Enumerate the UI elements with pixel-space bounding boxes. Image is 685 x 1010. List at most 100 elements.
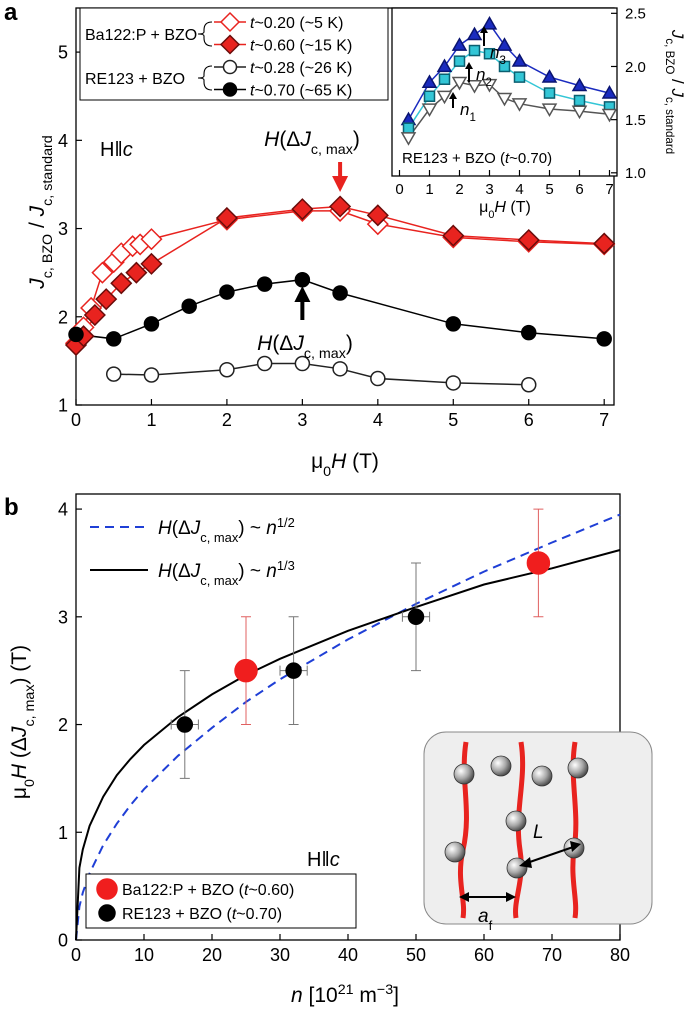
marker xyxy=(68,326,84,343)
x-tick-label: 4 xyxy=(373,410,383,430)
defect xyxy=(567,757,589,779)
marker xyxy=(451,76,468,91)
marker xyxy=(481,78,498,93)
marker xyxy=(466,26,483,41)
legend-brace xyxy=(197,65,213,91)
text-part: Ba122:P + BZO ( xyxy=(122,882,245,899)
marker xyxy=(423,90,436,103)
x-tick-label: 60 xyxy=(474,945,494,965)
legend-marker xyxy=(98,904,116,922)
marker xyxy=(421,103,438,118)
marker xyxy=(332,361,348,377)
marker xyxy=(407,608,425,626)
text-part: ~0.70) xyxy=(509,150,552,167)
marker xyxy=(520,324,537,341)
text-part: ) xyxy=(346,332,353,355)
marker xyxy=(451,37,468,51)
marker xyxy=(466,79,483,94)
panel-label: b xyxy=(4,494,19,521)
x-tick-label: 1 xyxy=(146,410,156,430)
annotation: H‖c xyxy=(307,849,340,871)
text-part: 21 xyxy=(338,982,354,998)
distance-arrow xyxy=(523,845,577,865)
text-part: J xyxy=(8,726,31,738)
marker xyxy=(511,98,528,112)
text-part: H xyxy=(100,139,114,161)
text-part: H xyxy=(264,128,280,151)
marker xyxy=(571,77,588,92)
text-part: J xyxy=(26,205,49,217)
text-part: J xyxy=(190,561,201,582)
series-line xyxy=(113,362,529,386)
flux-line xyxy=(513,741,526,919)
text-part: m xyxy=(354,984,377,1007)
y-tick-label: 0 xyxy=(58,930,68,950)
marker xyxy=(541,103,558,118)
text-part: c, standard xyxy=(40,135,56,206)
text-part: J xyxy=(668,87,685,97)
marker xyxy=(526,551,551,575)
text-part: t xyxy=(250,60,255,77)
annotation-arrowhead xyxy=(294,286,311,302)
marker xyxy=(445,375,462,391)
marker xyxy=(483,47,496,60)
legend-group-label: RE123 + BZO xyxy=(85,71,185,88)
y-tick-label: 2.5 xyxy=(625,6,646,23)
schematic xyxy=(423,731,653,925)
label-arrowhead xyxy=(480,26,488,33)
defect xyxy=(505,810,527,832)
text-part: H xyxy=(158,561,172,582)
x-tick-label: 70 xyxy=(542,945,562,965)
legend-group-label: Ba122:P + BZO xyxy=(85,27,197,44)
marker xyxy=(215,206,238,230)
y-tick-label: 3 xyxy=(58,219,68,239)
text-part: t xyxy=(232,906,237,923)
y-tick-label: 1 xyxy=(58,395,68,415)
arrowhead xyxy=(459,892,469,902)
marker xyxy=(291,198,314,221)
defect xyxy=(453,763,475,785)
legend-marker xyxy=(219,34,241,55)
text-part: ) ~ xyxy=(238,561,266,582)
series-label: n2 xyxy=(476,65,492,89)
x-tick-label: 20 xyxy=(202,945,222,965)
marker xyxy=(285,662,302,679)
text-part: t xyxy=(505,150,510,167)
x-tick-label: 2 xyxy=(455,181,463,198)
legend-marker xyxy=(219,11,241,33)
legend-label: H(ΔJc, max) ~ n1/3 xyxy=(158,558,295,588)
label-arrowhead xyxy=(465,62,473,69)
marker xyxy=(294,271,311,288)
marker xyxy=(140,228,163,251)
marker xyxy=(421,74,438,89)
x-tick-label: 7 xyxy=(605,181,613,198)
marker xyxy=(593,232,616,255)
text-part: c, max xyxy=(304,346,346,362)
text-part: μ xyxy=(8,787,31,799)
text-part: H xyxy=(307,849,321,871)
marker xyxy=(513,71,526,83)
marker xyxy=(329,195,352,218)
defect xyxy=(506,857,528,879)
legend-label: t~0.28 (~26 K) xyxy=(250,60,352,77)
text-part: ) ~ xyxy=(238,518,266,539)
marker xyxy=(573,94,586,107)
text-part: [10 xyxy=(303,984,338,1007)
marker xyxy=(294,355,311,372)
text-part: c, max xyxy=(311,142,353,158)
text-part: c xyxy=(123,139,133,161)
marker xyxy=(83,303,106,327)
text-part: ~0.60 (~15 K) xyxy=(254,38,352,55)
text-part: ~0.20 (~5 K) xyxy=(254,15,343,32)
text-part: 0 xyxy=(488,209,494,221)
text-part: 1/2 xyxy=(277,515,295,530)
marker xyxy=(219,361,235,378)
defect xyxy=(490,755,512,777)
x-axis-label: μ0H (T) xyxy=(479,199,531,221)
y-axis-label: μ0H (ΔJc, max) (T) xyxy=(8,645,38,799)
x-axis-label: n [1021 m−3] xyxy=(291,982,399,1007)
x-tick-label: 7 xyxy=(599,410,609,430)
marker xyxy=(571,105,588,120)
x-tick-label: 50 xyxy=(406,945,426,965)
